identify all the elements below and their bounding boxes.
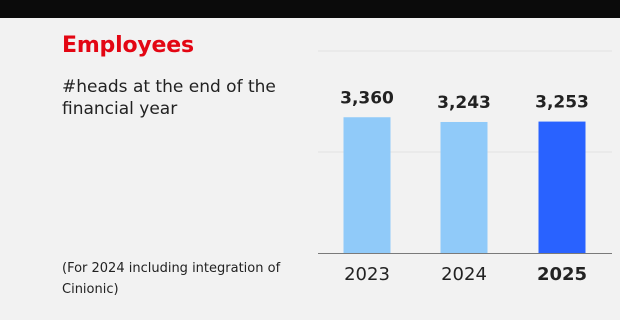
top-bar bbox=[0, 0, 620, 18]
category-labels: 2023 2024 2025 bbox=[344, 264, 587, 285]
bar-2025 bbox=[538, 121, 586, 253]
chart-title: Employees bbox=[62, 33, 194, 58]
bars bbox=[343, 117, 586, 253]
category-label-2023: 2023 bbox=[344, 264, 390, 285]
category-label-2024: 2024 bbox=[441, 264, 487, 285]
footnote: (For 2024 including integration of Cinio… bbox=[62, 261, 281, 297]
chart-subtitle: #heads at the end of the financial year bbox=[62, 77, 276, 119]
bar-2024 bbox=[440, 121, 488, 253]
value-label-2025: 3,253 bbox=[535, 93, 589, 113]
value-labels: 3,360 3,243 3,253 bbox=[340, 88, 589, 113]
category-label-2025: 2025 bbox=[537, 264, 587, 285]
bar-2023 bbox=[343, 117, 391, 253]
value-label-2023: 3,360 bbox=[340, 88, 394, 108]
value-label-2024: 3,243 bbox=[437, 93, 491, 113]
